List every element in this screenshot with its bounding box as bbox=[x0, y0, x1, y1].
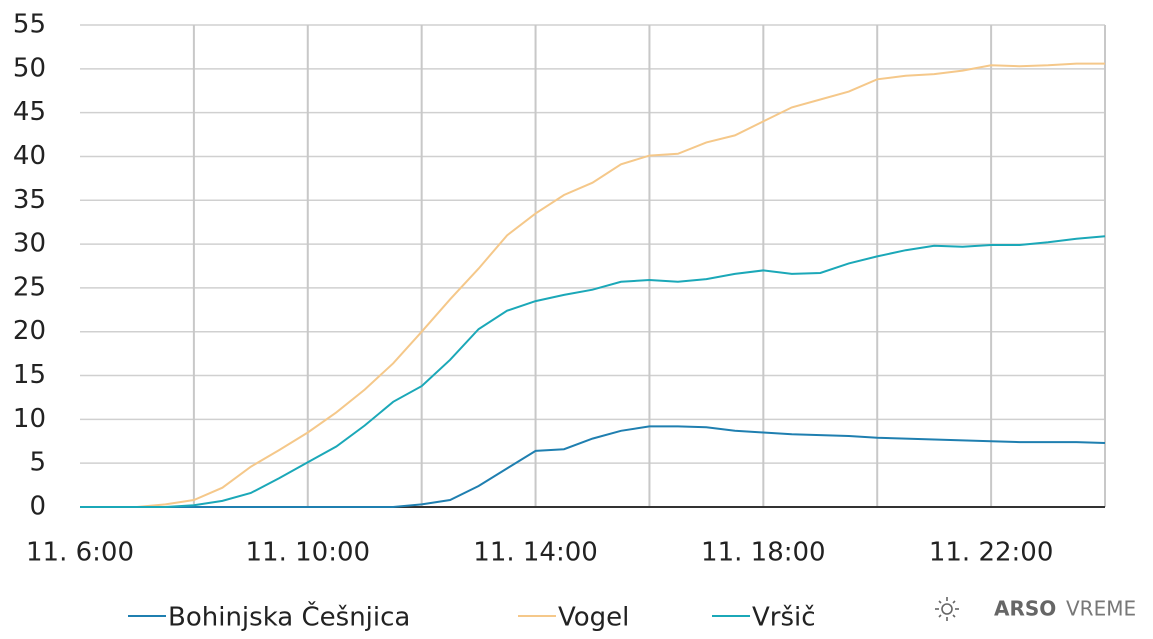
y-tick-label: 20 bbox=[13, 316, 46, 346]
x-tick-label: 11. 22:00 bbox=[929, 538, 1054, 568]
y-tick-label: 25 bbox=[13, 272, 46, 302]
logo-icon bbox=[935, 597, 959, 621]
y-tick-label: 35 bbox=[13, 185, 46, 215]
y-tick-label: 40 bbox=[13, 141, 46, 171]
y-tick-label: 30 bbox=[13, 229, 46, 259]
x-tick-label: 11. 18:00 bbox=[701, 538, 826, 568]
brand-bold: ARSO bbox=[994, 597, 1056, 621]
y-tick-label: 50 bbox=[13, 53, 46, 83]
y-tick-label: 55 bbox=[13, 10, 46, 40]
y-tick-label: 45 bbox=[13, 97, 46, 127]
y-tick-label: 0 bbox=[29, 492, 46, 522]
y-tick-label: 5 bbox=[29, 448, 46, 478]
series-line bbox=[80, 425, 1106, 508]
series-line bbox=[80, 62, 1105, 508]
legend-label: Vogel bbox=[558, 603, 629, 633]
legend-label: Vršič bbox=[752, 603, 816, 633]
brand-light: VREME bbox=[1066, 597, 1136, 621]
x-tick-label: 11. 14:00 bbox=[473, 538, 598, 568]
x-tick-label: 11. 10:00 bbox=[246, 538, 371, 568]
y-tick-label: 10 bbox=[13, 404, 46, 434]
legend-label: Bohinjska Češnjica bbox=[168, 601, 410, 633]
y-tick-label: 15 bbox=[13, 360, 46, 390]
series-line bbox=[80, 235, 1106, 508]
x-tick-label: 11. 6:00 bbox=[26, 538, 134, 568]
